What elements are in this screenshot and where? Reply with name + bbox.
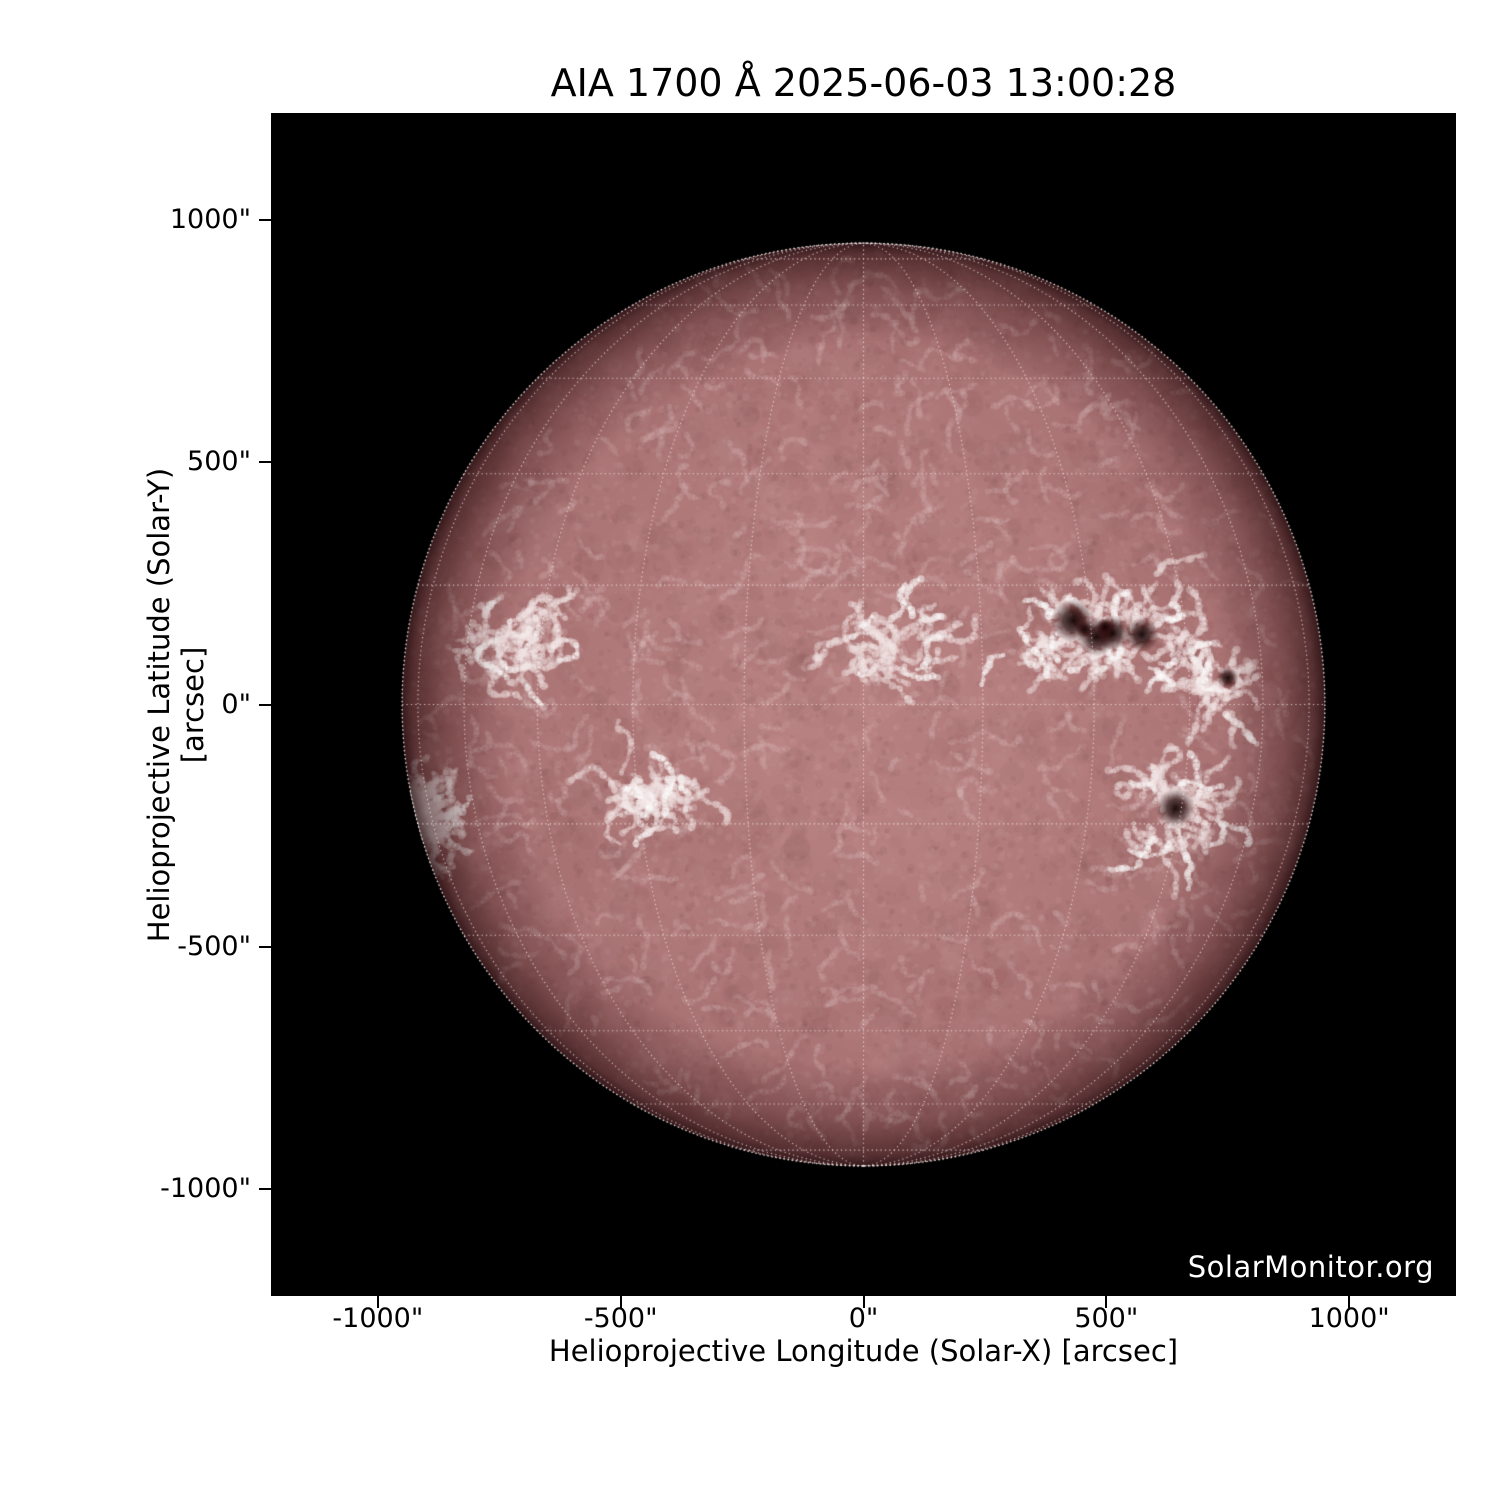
y-tick-mark (259, 703, 271, 706)
solar-disk-image (271, 113, 1456, 1296)
y-tick-mark (259, 945, 271, 948)
y-axis-title: Helioprojective Latitude (Solar-Y) [arcs… (142, 467, 210, 943)
plot-title: AIA 1700 Å 2025-06-03 13:00:28 (550, 61, 1177, 105)
x-tick-label: -500" (583, 1303, 658, 1334)
y-tick-label: 1000" (169, 203, 251, 235)
watermark-text: SolarMonitor.org (1187, 1250, 1434, 1284)
y-tick-label: -500" (177, 930, 251, 962)
x-tick-label: 1000" (1308, 1303, 1390, 1334)
x-tick-label: 500" (1074, 1303, 1139, 1334)
x-tick-mark (1348, 1296, 1351, 1308)
y-tick-mark (259, 218, 271, 221)
y-tick-mark (259, 461, 271, 464)
y-tick-mark (259, 1188, 271, 1191)
x-tick-label: -1000" (332, 1303, 424, 1334)
y-tick-label: 500" (187, 446, 251, 478)
x-tick-mark (1105, 1296, 1108, 1308)
x-tick-mark (862, 1296, 865, 1308)
x-tick-label: 0" (848, 1303, 879, 1334)
x-axis-title: Helioprojective Longitude (Solar-X) [arc… (548, 1334, 1179, 1368)
x-tick-mark (619, 1296, 622, 1308)
plot-area: SolarMonitor.org (271, 113, 1456, 1296)
x-tick-mark (376, 1296, 379, 1308)
y-tick-label: 0" (221, 688, 251, 720)
y-tick-label: -1000" (160, 1173, 251, 1205)
